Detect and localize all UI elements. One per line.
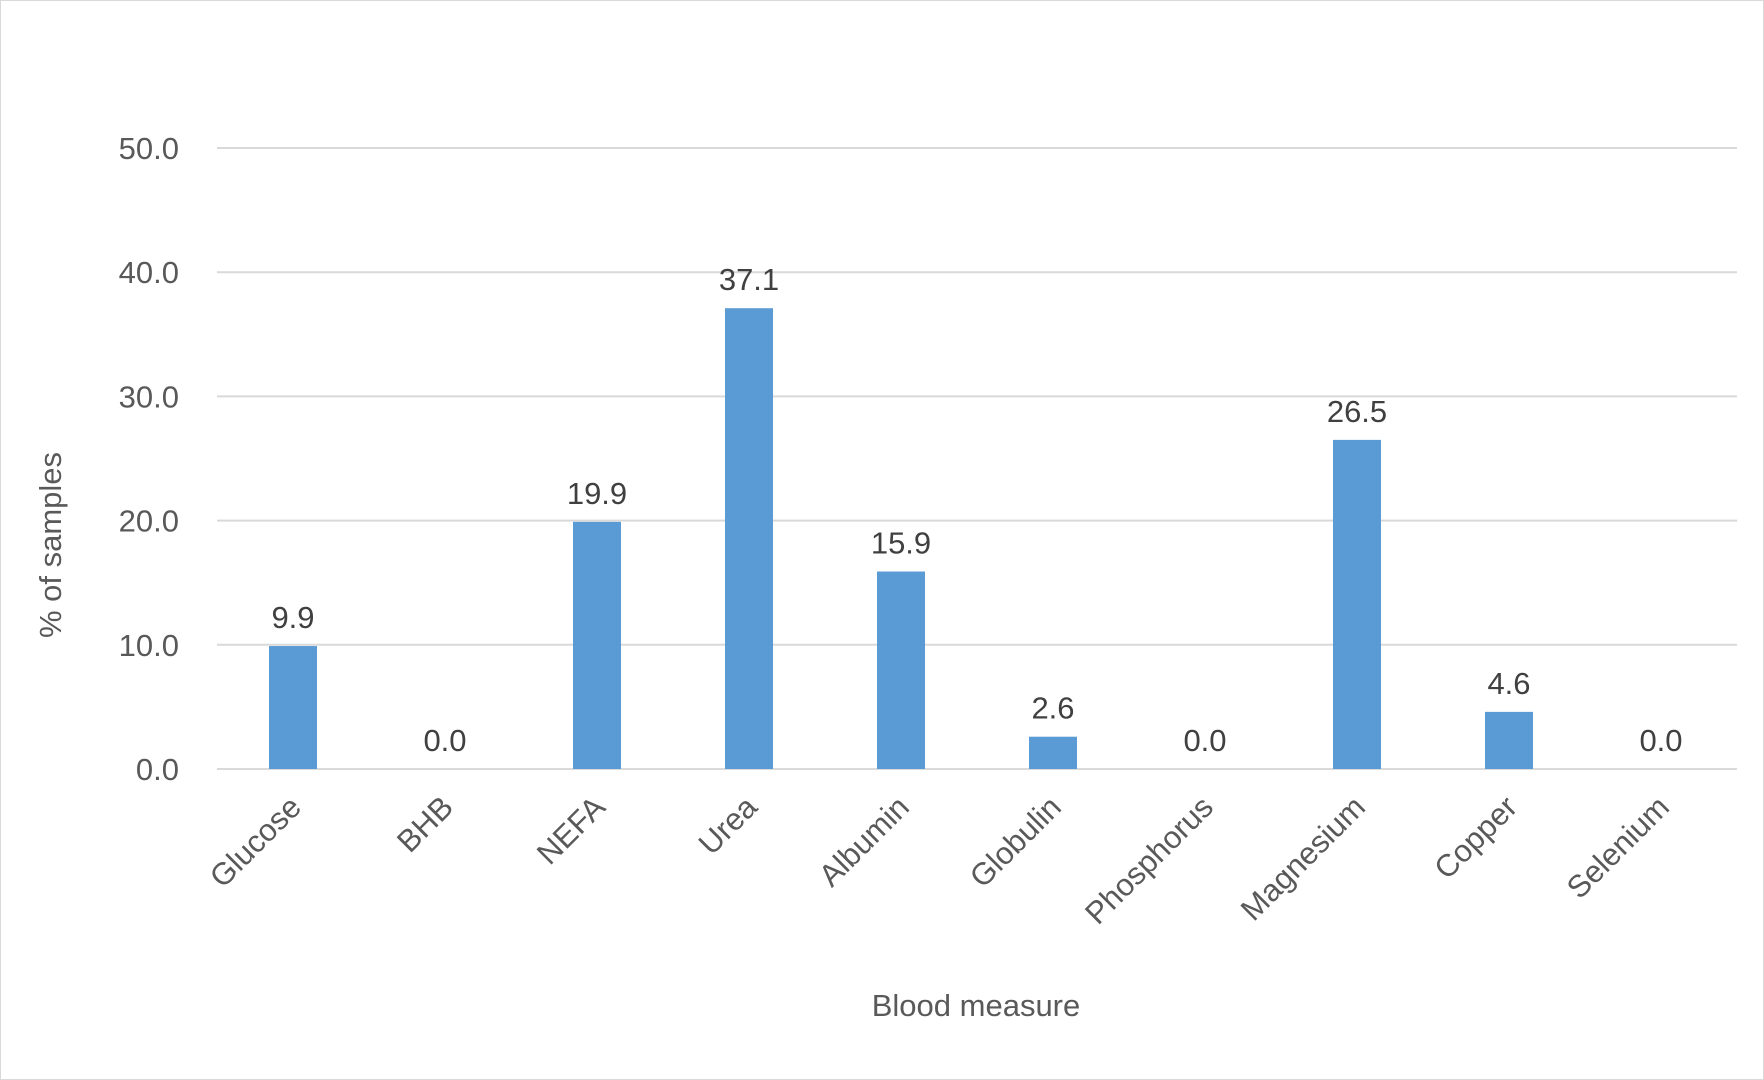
y-tick-label: 50.0: [119, 131, 179, 166]
y-tick-label: 10.0: [119, 628, 179, 663]
data-label-selenium: 0.0: [1639, 723, 1682, 758]
bar-albumin: [877, 571, 925, 769]
x-tick-label: BHB: [390, 789, 460, 859]
x-tick-label: Phosphorus: [1078, 789, 1220, 931]
x-tick-label: Globulin: [963, 789, 1068, 894]
x-tick-label: NEFA: [530, 789, 612, 871]
bars: [269, 308, 1533, 769]
bar-nefa: [573, 521, 621, 769]
bar-copper: [1485, 711, 1533, 769]
data-label-phosphorus: 0.0: [1183, 723, 1226, 758]
x-tick-label: Urea: [692, 789, 765, 862]
y-tick-label: 0.0: [136, 752, 179, 787]
data-label-bhb: 0.0: [423, 723, 466, 758]
x-tick-label: Albumin: [812, 789, 916, 893]
gridlines: [217, 147, 1737, 770]
data-label-copper: 4.6: [1487, 666, 1530, 701]
y-tick-label: 40.0: [119, 255, 179, 290]
x-tick-label: Selenium: [1560, 789, 1676, 905]
data-label-magnesium: 26.5: [1327, 394, 1387, 429]
y-tick-label: 30.0: [119, 379, 179, 414]
x-axis-title: Blood measure: [872, 988, 1081, 1023]
x-axis-ticks: Glucose BHB NEFA Urea Albumin Globulin Phospho…: [203, 789, 1676, 931]
data-label-urea: 37.1: [719, 262, 779, 297]
data-label-glucose: 9.9: [271, 600, 314, 635]
data-label-globulin: 2.6: [1031, 691, 1074, 726]
data-label-albumin: 15.9: [871, 526, 931, 561]
bar-urea: [725, 308, 773, 769]
x-tick-label: Copper: [1427, 789, 1524, 886]
y-axis-title: % of samples: [33, 452, 68, 638]
y-axis-ticks: 0.0 10.0 20.0 30.0 40.0 50.0: [119, 131, 179, 787]
data-label-nefa: 19.9: [567, 476, 627, 511]
x-tick-label: Magnesium: [1234, 789, 1372, 927]
x-tick-label: Glucose: [203, 789, 308, 894]
bar-magnesium: [1333, 439, 1381, 769]
data-labels: 9.9 0.0 19.9 37.1 15.9 2.6 0.0 26.5 4.6 0.0: [271, 262, 1682, 758]
bar-globulin: [1029, 736, 1077, 769]
y-tick-label: 20.0: [119, 504, 179, 539]
bar-glucose: [269, 646, 317, 769]
